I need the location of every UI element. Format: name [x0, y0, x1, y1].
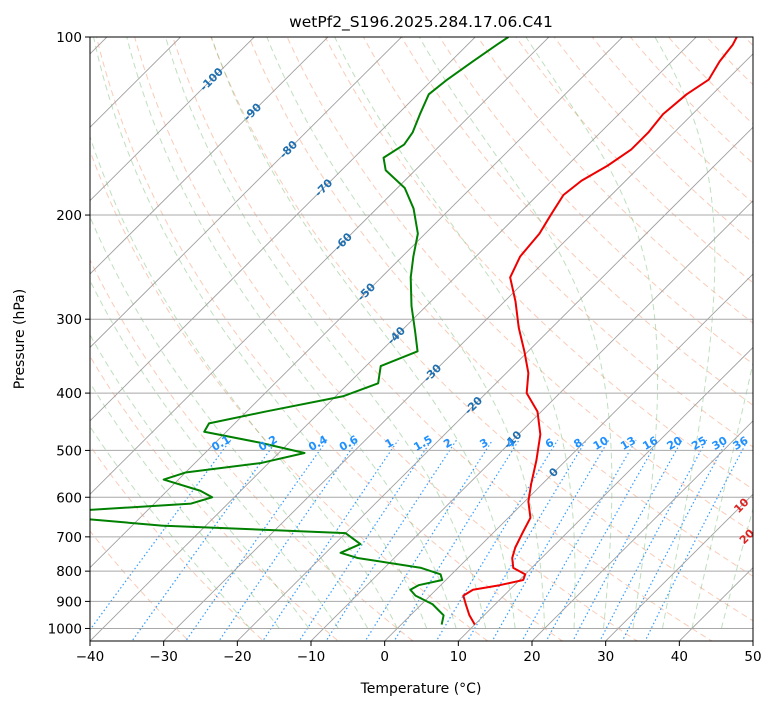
- mixing-ratio-line: [621, 439, 728, 641]
- mixing-ratio-line: [435, 439, 559, 641]
- dry-adiabat: [324, 37, 753, 491]
- dry-adiabat: [591, 37, 753, 204]
- y-tick-label: 800: [56, 564, 82, 580]
- isotherm-line: [457, 346, 753, 641]
- moist-adiabat: [210, 37, 516, 629]
- y-tick-label: 700: [56, 530, 82, 546]
- x-axis-label: Temperature (°C): [360, 681, 482, 697]
- moist-adiabat: [90, 381, 280, 629]
- isotherm-line: [605, 493, 753, 641]
- chart-title: wetPf2_S196.2025.284.17.06.C41: [289, 13, 553, 32]
- isotherm-line: [531, 420, 753, 641]
- axes: −40 −30 −20 −10 0 10 20 30 40 50 1000 900 800 700 600 5…: [48, 30, 762, 665]
- plot-frame: [89, 36, 754, 642]
- moist-adiabat-label: 30: [750, 558, 770, 578]
- mixing-ratio-line: [599, 439, 708, 641]
- dry-adiabat: [515, 37, 753, 284]
- mixing-ratio-line: [131, 439, 278, 641]
- moist-adiabat: [90, 215, 369, 629]
- moist-adiabat: [654, 37, 716, 629]
- dry-adiabat: [553, 37, 753, 244]
- isotherm-line: [90, 37, 255, 202]
- temperature-profile-line: [462, 37, 738, 626]
- profile-lines: [90, 37, 738, 626]
- isotherm-line: [90, 37, 476, 422]
- dewpoint-profile-line: [90, 37, 509, 625]
- mixing-ratio-line: [572, 439, 683, 641]
- reference-lines: [90, 37, 753, 641]
- mixing-ratio-line: [364, 439, 494, 641]
- x-tick-label: −30: [149, 649, 178, 665]
- dry-adiabat: [90, 530, 190, 641]
- y-tick-label: 900: [56, 594, 82, 610]
- isotherm-line: [163, 53, 753, 641]
- mixing-ratio-line: [545, 439, 659, 641]
- moist-adiabat: [90, 135, 398, 629]
- x-tick-label: 30: [597, 649, 614, 665]
- moist-adiabat: [334, 37, 576, 629]
- y-tick-label: 500: [56, 443, 82, 459]
- dry-adiabat: [286, 37, 753, 534]
- moist-adiabat: [720, 506, 753, 629]
- dry-adiabat: [90, 258, 414, 641]
- mixing-ratio-line: [491, 439, 610, 641]
- y-tick-label: 600: [56, 490, 82, 506]
- dry-adiabat: [362, 37, 753, 448]
- dry-adiabat: [96, 37, 564, 641]
- y-tick-label: 100: [56, 30, 82, 46]
- x-tick-label: −20: [223, 649, 252, 665]
- x-tick-label: −10: [297, 649, 326, 665]
- x-tick-label: 0: [380, 649, 389, 665]
- x-tick-label: 50: [744, 649, 761, 665]
- mixing-ratio-line: [298, 439, 433, 641]
- moist-adiabat: [93, 37, 428, 629]
- dry-adiabat: [134, 37, 638, 641]
- moist-adiabat: [418, 37, 613, 629]
- y-axis-label: Pressure (hPa): [12, 289, 28, 389]
- mixing-ratio-line: [644, 439, 749, 641]
- dry-adiabat: [210, 37, 753, 622]
- mixing-ratio-line: [521, 439, 637, 641]
- x-tick-label: 20: [523, 649, 540, 665]
- dry-adiabat: [400, 37, 753, 406]
- mixing-ratio-line: [325, 439, 458, 641]
- y-tick-label: 300: [56, 312, 82, 328]
- moist-adiabat: [691, 360, 753, 629]
- moist-adiabat: [266, 37, 546, 629]
- y-tick-label: 1000: [48, 621, 82, 637]
- isotherm-line: [90, 37, 697, 641]
- moist-adiabat: [90, 425, 251, 629]
- moist-adiabat: [126, 37, 457, 629]
- isotherm-line: [236, 126, 753, 641]
- y-tick-label: 400: [56, 386, 82, 402]
- x-tick-label: 40: [671, 649, 688, 665]
- isotherm-line: [90, 37, 182, 128]
- mixing-ratio-line: [262, 439, 399, 641]
- x-tick-label: −40: [76, 649, 105, 665]
- y-tick-label: 200: [56, 208, 82, 224]
- moist-adiabat: [525, 37, 659, 629]
- dry-adiabat: [248, 37, 753, 577]
- isotherm-line: [90, 37, 329, 275]
- isotherm-line: [310, 200, 753, 641]
- dry-adiabat: [172, 37, 713, 641]
- dry-adiabat: [90, 355, 340, 641]
- isotherm-line: [90, 37, 550, 495]
- isotherm-line: [90, 37, 624, 569]
- mixing-ratio-line: [466, 439, 587, 641]
- isotherm-line: [90, 37, 403, 349]
- mixing-ratio-line: [90, 439, 232, 631]
- x-tick-label: 10: [450, 649, 467, 665]
- moist-adiabat: [165, 37, 487, 629]
- moist-adiabat: [90, 279, 339, 629]
- moist-adiabat: [90, 333, 310, 629]
- isotherm-line: [384, 273, 753, 641]
